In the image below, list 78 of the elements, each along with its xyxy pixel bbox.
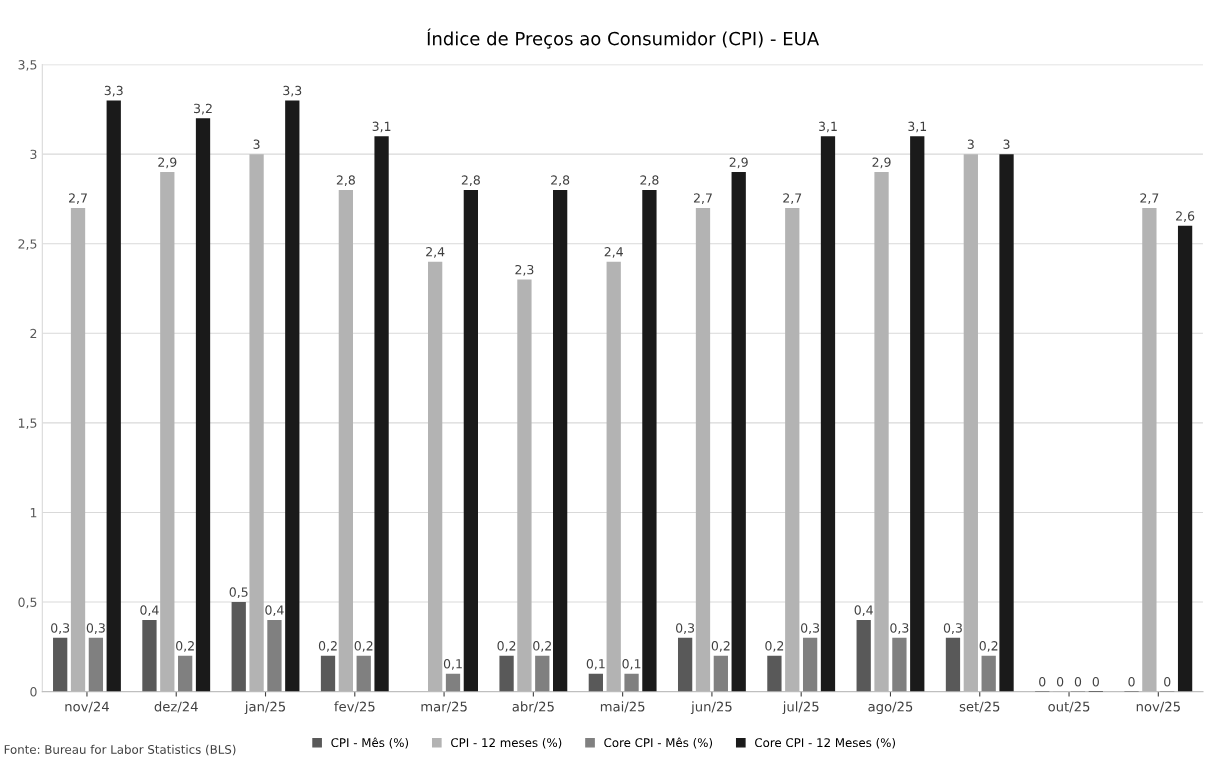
y-tick-label: 3,5 xyxy=(18,60,37,71)
x-tick-label: mar/25 xyxy=(421,701,467,713)
y-tick-label: 0,5 xyxy=(18,597,37,609)
data-label: 2,9 xyxy=(872,157,891,169)
y-tick-label: 0 xyxy=(30,687,37,697)
source-note: Fonte: Bureau for Labor Statistics (BLS) xyxy=(4,744,236,756)
x-tick-label: fev/25 xyxy=(334,701,375,713)
data-label: 0,3 xyxy=(51,623,70,634)
x-tick-label: abr/25 xyxy=(512,701,554,713)
data-label: 0,2 xyxy=(979,641,998,652)
data-label: 2,4 xyxy=(426,247,445,258)
legend-label: CPI - 12 meses (%) xyxy=(451,737,562,749)
data-label: 0,5 xyxy=(229,587,248,599)
data-label: 0,3 xyxy=(890,623,909,634)
x-tick-label: nov/25 xyxy=(1136,701,1180,713)
x-tick-label: ago/25 xyxy=(868,701,913,715)
data-label: 3 xyxy=(967,139,974,149)
data-label: 0 xyxy=(1074,676,1082,687)
data-label: 0,2 xyxy=(176,641,194,652)
data-label: 0,2 xyxy=(497,641,516,652)
y-tick-label: 3 xyxy=(30,149,37,160)
legend-label: Core CPI - 12 Meses (%) xyxy=(755,737,896,749)
data-label: 0,1 xyxy=(622,659,641,670)
data-label: 0,3 xyxy=(86,623,105,634)
data-label: 0,3 xyxy=(943,623,962,634)
x-tick-label: set/25 xyxy=(959,701,1000,713)
data-label: 2,7 xyxy=(783,193,802,204)
x-tick-label: mai/25 xyxy=(600,701,645,713)
data-label: 0,4 xyxy=(140,605,159,617)
data-label: 2,8 xyxy=(336,175,355,187)
data-label: 0,3 xyxy=(676,623,695,634)
data-label: 3,3 xyxy=(104,85,123,97)
legend-label: CPI - Mês (%) xyxy=(331,737,409,749)
x-tick-label: jun/25 xyxy=(690,701,732,715)
data-label: 3,1 xyxy=(908,121,927,133)
data-label: 0 xyxy=(1164,676,1171,687)
legend-label: Core CPI - Mês (%) xyxy=(604,737,713,749)
data-label: 3,3 xyxy=(283,85,302,97)
data-label: 0 xyxy=(1039,676,1046,687)
data-label: 3 xyxy=(1003,139,1010,149)
data-label: 2,8 xyxy=(461,175,480,187)
x-tick-label: jan/25 xyxy=(244,701,286,715)
data-label: 2,7 xyxy=(693,193,712,204)
data-label: 2,4 xyxy=(604,247,623,258)
data-label: 3,1 xyxy=(372,121,391,133)
data-label: 3,1 xyxy=(818,121,837,133)
chart-title: Índice de Preços ao Consumidor (CPI) - EUA xyxy=(427,28,820,49)
data-label: 3,2 xyxy=(194,103,212,115)
data-label: 0,2 xyxy=(711,641,730,652)
data-label: 2,8 xyxy=(551,175,570,187)
data-label: 0,2 xyxy=(354,641,373,652)
data-label: 0,4 xyxy=(265,605,284,617)
data-label: 0,2 xyxy=(765,641,784,652)
data-label: 2,8 xyxy=(640,175,659,187)
data-label: 2,6 xyxy=(1176,211,1195,222)
x-tick-label: nov/24 xyxy=(65,701,109,713)
data-label: 2,9 xyxy=(158,157,177,169)
x-tick-label: jul/25 xyxy=(782,701,819,715)
data-label: 2,7 xyxy=(1140,193,1159,204)
y-tick-label: 1,5 xyxy=(18,418,37,430)
data-label: 0,1 xyxy=(443,659,462,670)
y-tick-label: 1 xyxy=(30,508,37,518)
x-tick-label: dez/24 xyxy=(154,701,198,713)
data-label: 0 xyxy=(1056,676,1064,687)
data-label: 0,2 xyxy=(533,641,551,652)
data-label: 0,4 xyxy=(854,605,873,617)
data-label: 0,2 xyxy=(318,641,337,652)
data-label: 0 xyxy=(1128,676,1135,687)
data-label: 3 xyxy=(253,139,260,149)
data-label: 0,1 xyxy=(586,659,605,670)
y-tick-label: 2,5 xyxy=(18,239,37,250)
data-label: 2,3 xyxy=(515,264,534,276)
data-label: 0 xyxy=(1092,676,1099,687)
x-tick-label: out/25 xyxy=(1048,701,1090,713)
data-label: 0,3 xyxy=(801,623,820,634)
data-label: 2,9 xyxy=(729,157,748,169)
data-label: 2,7 xyxy=(69,193,87,204)
y-tick-label: 2 xyxy=(30,328,37,339)
